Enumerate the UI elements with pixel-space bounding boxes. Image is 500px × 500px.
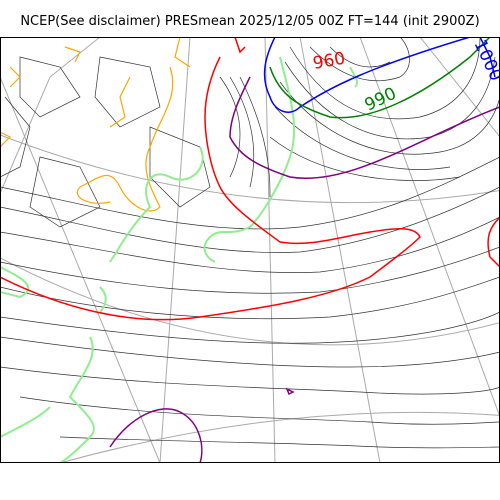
contour-label-960: 960 [311,49,346,74]
latitude-line [0,257,500,346]
longitude-line [0,37,101,195]
longitude-line [159,37,191,463]
latitude-line [59,411,500,463]
longitude-line [359,37,500,418]
latitude-line [0,134,500,204]
map-title: NCEP(See disclaimer) PRESmean 2025/12/05… [20,14,480,29]
lightgreen-contours [0,56,359,463]
longitude-line [299,37,381,463]
map-canvas: 960 990 1000 [0,37,500,463]
green-contour-990 [269,37,491,119]
pressure-map: 960 990 1000 [0,37,500,463]
isobar-lines [0,37,500,449]
contour-label-1000: 1000 [469,37,500,84]
purple-contours [109,76,500,463]
red-contour-960 [0,37,500,321]
map-border [0,37,500,463]
orange-contours [0,37,191,212]
graticule [0,37,500,463]
longitude-line [264,37,276,463]
longitude-line [419,37,500,138]
